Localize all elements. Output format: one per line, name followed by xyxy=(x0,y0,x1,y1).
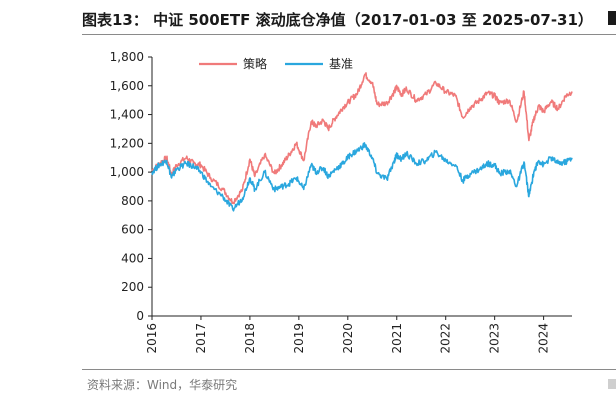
adjacent-panel-edge xyxy=(608,11,616,25)
adjacent-panel-edge-bottom xyxy=(608,379,616,389)
y-tick-label: 200 xyxy=(121,280,144,294)
x-tick-label: 2019 xyxy=(292,323,306,354)
y-tick-label: 1,400 xyxy=(110,108,144,122)
source-note: 资料来源：Wind，华泰研究 xyxy=(87,378,238,392)
x-tick-label: 2020 xyxy=(341,323,355,354)
chart-axes: 0 200 400 600 800 1,000 1,200 1,400 1,600 1,800 20… xyxy=(110,50,572,354)
y-tick-label: 1,000 xyxy=(110,165,144,179)
y-tick-label: 800 xyxy=(121,194,144,208)
x-tick-label: 2021 xyxy=(390,323,404,354)
x-tick-label: 2018 xyxy=(243,323,257,354)
y-tick-label: 1,800 xyxy=(110,50,144,64)
y-tick-label: 600 xyxy=(121,223,144,237)
x-tick-label: 2022 xyxy=(439,323,453,354)
series-line-0 xyxy=(151,72,573,205)
x-tick-label: 2017 xyxy=(194,323,208,354)
x-tick-label: 2016 xyxy=(145,323,159,354)
series-line-1 xyxy=(151,142,573,212)
chart-series xyxy=(151,72,573,212)
x-tick-label: 2024 xyxy=(537,323,551,354)
source-divider xyxy=(82,369,616,370)
y-tick-label: 0 xyxy=(136,309,144,323)
x-tick-label: 2023 xyxy=(488,323,502,354)
legend-label-1: 基准 xyxy=(329,57,353,71)
y-tick-label: 400 xyxy=(121,251,144,265)
y-tick-label: 1,200 xyxy=(110,136,144,150)
chart-legend: 策略 基准 xyxy=(199,56,353,71)
title-divider xyxy=(82,34,616,35)
y-tick-label: 1,600 xyxy=(110,79,144,93)
figure-title: 图表13： 中证 500ETF 滚动底仓净值（2017-01-03 至 2025… xyxy=(82,11,593,29)
legend-label-0: 策略 xyxy=(243,56,267,71)
